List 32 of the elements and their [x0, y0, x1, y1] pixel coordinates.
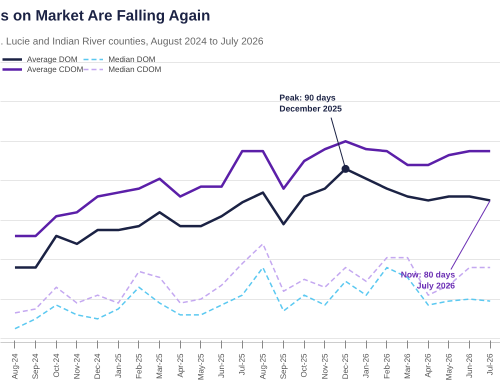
- x-tick-label: Apr-25: [176, 352, 185, 378]
- x-tick-label: Nov-25: [320, 352, 330, 380]
- x-tick-label: May-25: [196, 352, 206, 380]
- annotation: Now: 80 days July 2026: [400, 270, 456, 291]
- x-tick-label: Aug-24: [10, 352, 20, 380]
- x-tick-label: Dec-25: [341, 352, 350, 380]
- x-tick-label: Jun-26: [465, 352, 474, 378]
- legend-label: Average DOM: [27, 54, 78, 64]
- x-tick-label: Oct-24: [52, 352, 61, 378]
- x-tick-label: May-26: [444, 352, 454, 380]
- chart-subtitle: . Lucie and Indian River counties, August 2024 to July 2026: [0, 36, 264, 48]
- x-tick-label: Jul-25: [238, 352, 247, 376]
- x-tick-label: Mar-25: [155, 352, 164, 379]
- x-tick-label: Jan-26: [362, 352, 371, 378]
- legend-label: Median DOM: [108, 54, 156, 64]
- legend-label: Average CDOM: [27, 64, 84, 74]
- x-tick-label: Nov-24: [72, 352, 82, 380]
- x-tick-label: Apr-26: [424, 352, 433, 378]
- legend-label: Median CDOM: [108, 64, 162, 74]
- x-tick-label: Mar-26: [403, 352, 412, 379]
- x-tick-label: Feb-26: [382, 352, 392, 379]
- x-tick-label: Oct-25: [300, 352, 309, 378]
- x-tick-label: Jul-26: [486, 352, 495, 376]
- chart-title: s on Market Are Falling Again: [0, 8, 210, 24]
- annotation: Peak: 90 days December 2025: [279, 92, 342, 114]
- x-tick-label: Jan-25: [114, 352, 123, 378]
- x-tick-label: Feb-25: [134, 352, 144, 379]
- x-tick-label: Dec-24: [93, 352, 102, 380]
- x-tick-label: Aug-25: [258, 352, 268, 380]
- x-tick-label: Sep-25: [279, 352, 288, 380]
- x-tick-label: Sep-24: [31, 352, 40, 380]
- x-tick-label: Jun-25: [217, 352, 226, 378]
